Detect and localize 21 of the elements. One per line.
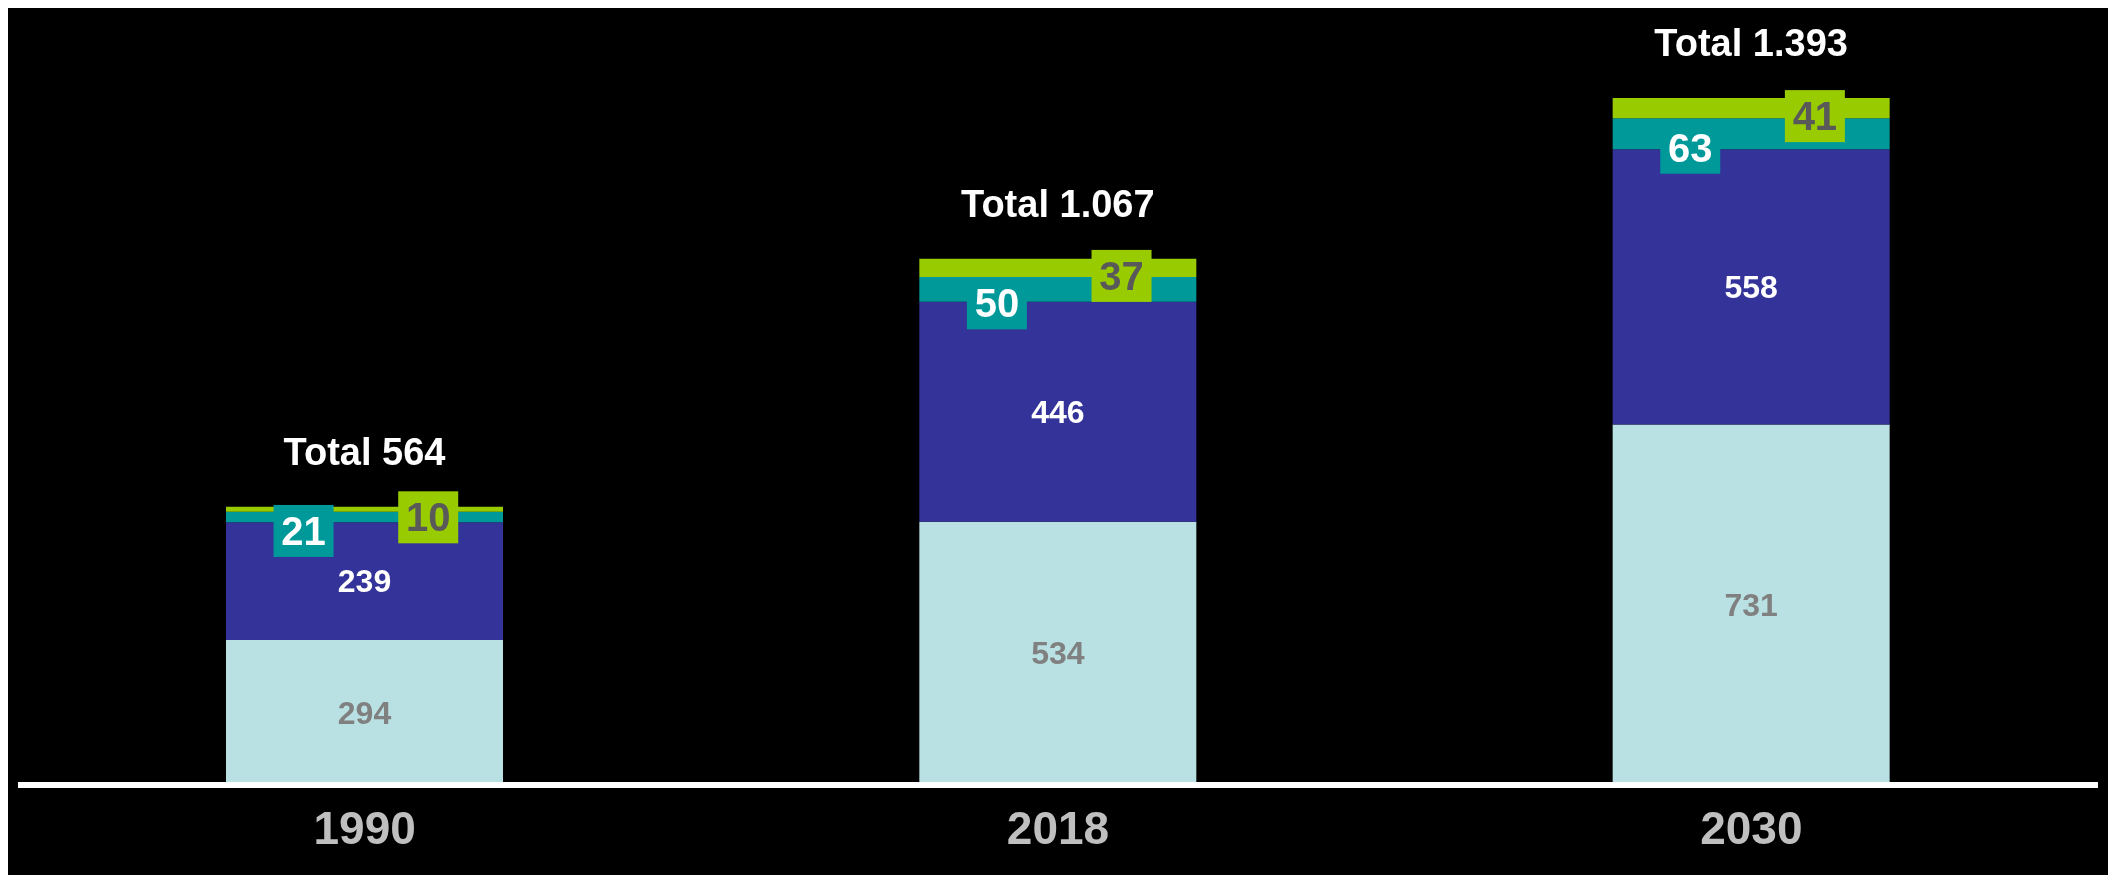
data-label: 239 <box>337 563 392 600</box>
data-label: 534 <box>1031 635 1085 672</box>
data-label: 731 <box>1724 586 1778 623</box>
data-label: 37 <box>1099 253 1144 298</box>
total-label: Total 564 <box>283 430 446 473</box>
x-tick-label: 2018 <box>1006 801 1110 854</box>
data-label: 41 <box>1792 94 1838 139</box>
total-label: Total 1.067 <box>961 182 1155 225</box>
data-label: 294 <box>337 694 392 731</box>
x-tick-label: 1990 <box>313 801 416 854</box>
bar <box>1612 424 1890 785</box>
data-label: 558 <box>1724 268 1778 305</box>
data-label: 10 <box>405 495 451 540</box>
total-label: Total 1.393 <box>1654 22 1848 64</box>
data-label: 63 <box>1667 125 1713 170</box>
bar <box>226 640 503 785</box>
x-tick-label: 2030 <box>1700 801 1803 854</box>
data-label: 446 <box>1031 393 1085 430</box>
data-label: 21 <box>281 508 326 553</box>
data-label: 50 <box>974 281 1020 326</box>
bar <box>919 521 1197 785</box>
